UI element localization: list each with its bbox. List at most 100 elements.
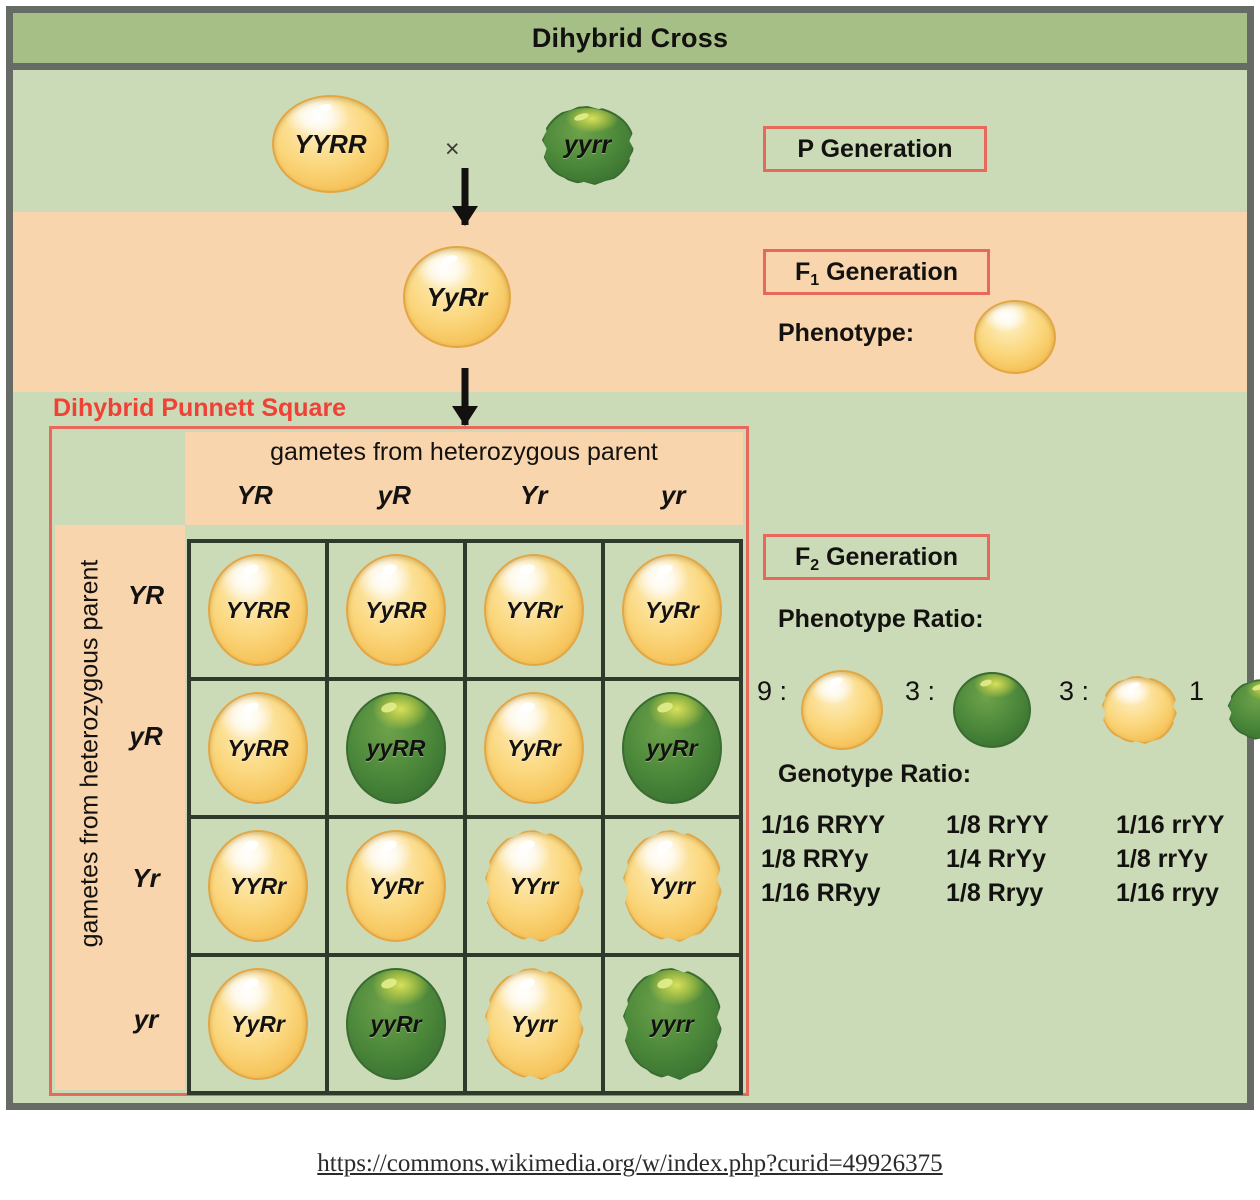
phenotype-ratio-label: Phenotype Ratio: (778, 605, 984, 633)
phenotype-ratio-pea-1 (953, 672, 1031, 748)
genotype-ratio-table: 1/16 RRYY 1/8 RrYY 1/16 rrYY 1/8 RRYy 1/4 Rr… (761, 808, 1260, 910)
punnett-cell-pea: yyRR (346, 692, 446, 804)
punnett-column-header-label: gametes from heterozygous parent (270, 438, 658, 466)
punnett-cell-r2-c1[interactable]: YyRr (329, 819, 467, 957)
pea-body-yellow-icon (485, 968, 584, 1080)
punnett-cell-r0-c0[interactable]: YYRR (191, 543, 329, 681)
punnett-cell-r1-c1[interactable]: yyRR (329, 681, 467, 819)
pea-genotype-label: YyRr (369, 872, 423, 899)
punnett-row-gametes: YR yR Yr yr (110, 525, 182, 1090)
pea-genotype-label: YyRR (227, 734, 289, 761)
punnett-cell-pea: yyrr (622, 968, 722, 1080)
genotype-ratio-cell-r0-c0: 1/16 RRYY (761, 810, 886, 839)
phenotype-ratio-count-2: 3 : (1059, 676, 1090, 706)
punnett-row-header-label: gametes from heterozygous parent (75, 559, 104, 948)
pea-genotype-label: YYrr (509, 872, 559, 899)
cross-symbol: × (445, 135, 460, 163)
punnett-row-gamete-1: yR (129, 721, 163, 752)
pea-body-yellow-icon (801, 670, 883, 750)
punnett-row-gamete-0: YR (127, 580, 165, 611)
pea-genotype-label: YyRr (507, 734, 561, 761)
punnett-cell-r1-c0[interactable]: YyRR (191, 681, 329, 819)
punnett-cell-r0-c2[interactable]: YYRr (467, 543, 605, 681)
punnett-cell-pea: YyRr (208, 968, 308, 1080)
genotype-ratio-cell-r2-c1: 1/8 Rryy (946, 878, 1044, 907)
page-title: Dihybrid Cross (531, 22, 729, 53)
punnett-cell-r3-c0[interactable]: YyRr (191, 957, 329, 1095)
punnett-column-header-band: gametes from heterozygous parent YR yR Y… (185, 432, 743, 525)
pea-genotype-label: yyRR (366, 734, 426, 761)
pea-body-yellow-icon (403, 246, 511, 348)
punnett-cell-pea: YyRr (484, 692, 584, 804)
p-parent-yellow-genotype: YYRR (294, 128, 367, 159)
pea-genotype-label: yyRr (646, 734, 698, 761)
pea-body-yellow-icon (974, 300, 1056, 374)
punnett-col-gamete-2: Yr (520, 479, 548, 510)
punnett-cell-pea: YYRr (484, 554, 584, 666)
phenotype-ratio-count-1: 3 : (905, 676, 936, 706)
arrow-shaft (461, 368, 469, 425)
punnett-cell-pea: YYrr (484, 830, 584, 942)
arrow-head-icon (452, 206, 478, 226)
pea-body-yellow-icon (1101, 676, 1177, 744)
punnett-cell-pea: yyRr (346, 968, 446, 1080)
pea-body-yellow-icon (622, 554, 722, 666)
f1-generation-tag-label: F1 Generation (794, 257, 959, 289)
genotype-ratio-cell-r0-c1: 1/8 RrYY (946, 810, 1049, 839)
genotype-ratio-row: 1/16 RRyy 1/8 Rryy 1/16 rryy (761, 876, 1260, 910)
punnett-cell-r2-c3[interactable]: Yyrr (605, 819, 743, 957)
pea-genotype-label: YYRr (229, 872, 287, 899)
punnett-cell-r1-c3[interactable]: yyRr (605, 681, 743, 819)
punnett-cell-r2-c2[interactable]: YYrr (467, 819, 605, 957)
pea-genotype-label: YyRR (365, 596, 427, 623)
pea-body-yellow-icon (346, 554, 446, 666)
source-caption: https://commons.wikimedia.org/w/index.ph… (0, 1150, 1260, 1178)
arrow-p-to-f1 (452, 168, 478, 226)
punnett-row-gamete-2: Yr (132, 862, 160, 893)
f1-phenotype-label: Phenotype: (778, 319, 915, 347)
pea-genotype-label: YYRR (226, 596, 290, 623)
phenotype-ratio-pea-0 (801, 670, 883, 750)
pea-genotype-label: YyRr (231, 1010, 285, 1037)
punnett-cell-r3-c1[interactable]: yyRr (329, 957, 467, 1095)
punnett-cell-r2-c0[interactable]: YYRr (191, 819, 329, 957)
pea-genotype-label: yyrr (650, 1010, 694, 1037)
p-generation-tag: P Generation (763, 126, 987, 172)
arrow-shaft (461, 168, 469, 225)
genotype-ratio-cell-r2-c2: 1/16 rryy (1116, 878, 1219, 907)
punnett-col-gamete-0: YR (236, 479, 273, 510)
pea-body-green-icon (346, 692, 446, 804)
punnett-cell-pea: Yyrr (622, 830, 722, 942)
punnett-cell-r0-c1[interactable]: YyRR (329, 543, 467, 681)
f1-generation-band (13, 212, 1247, 392)
punnett-cell-pea: YYRr (208, 830, 308, 942)
arrow-head-icon (452, 406, 478, 426)
punnett-cell-pea: YYRR (208, 554, 308, 666)
pea-body-green-icon (623, 968, 722, 1080)
punnett-cell-pea: yyRr (622, 692, 722, 804)
pea-body-green-icon (346, 968, 446, 1080)
figure-title-bar: Dihybrid Cross (13, 13, 1247, 70)
f2-generation-tag-label: F2 Generation (794, 542, 959, 574)
genotype-ratio-label: Genotype Ratio: (778, 760, 972, 788)
phenotype-ratio-pea-2 (1101, 676, 1177, 744)
phenotype-ratio-row: 9 : 3 : 3 : 1 (757, 658, 1260, 750)
punnett-row-gamete-3: yr (133, 1003, 159, 1034)
genotype-ratio-cell-r1-c2: 1/8 rrYy (1116, 844, 1208, 873)
genotype-ratio-cell-r1-c0: 1/8 RRYy (761, 844, 869, 873)
punnett-cell-r3-c2[interactable]: Yyrr (467, 957, 605, 1095)
p-parent-green-pea: yyrr (541, 106, 634, 185)
punnett-cell-r1-c2[interactable]: YyRr (467, 681, 605, 819)
pea-body-yellow-icon (484, 554, 584, 666)
pea-body-yellow-icon (208, 830, 308, 942)
pea-body-yellow-icon (346, 830, 446, 942)
pea-body-green-icon (622, 692, 722, 804)
dihybrid-cross-figure: Dihybrid Cross YYRR × yyrr P Generation … (6, 6, 1260, 1110)
pea-genotype-label: YYRr (505, 596, 563, 623)
punnett-cell-r3-c3[interactable]: yyrr (605, 957, 743, 1095)
genotype-ratio-cell-r1-c1: 1/4 RrYy (946, 844, 1047, 873)
pea-genotype-label: yyRr (370, 1010, 422, 1037)
punnett-cell-r0-c3[interactable]: YyRr (605, 543, 743, 681)
f1-generation-tag: F1 Generation (763, 249, 990, 295)
pea-body-yellow-icon (208, 968, 308, 1080)
